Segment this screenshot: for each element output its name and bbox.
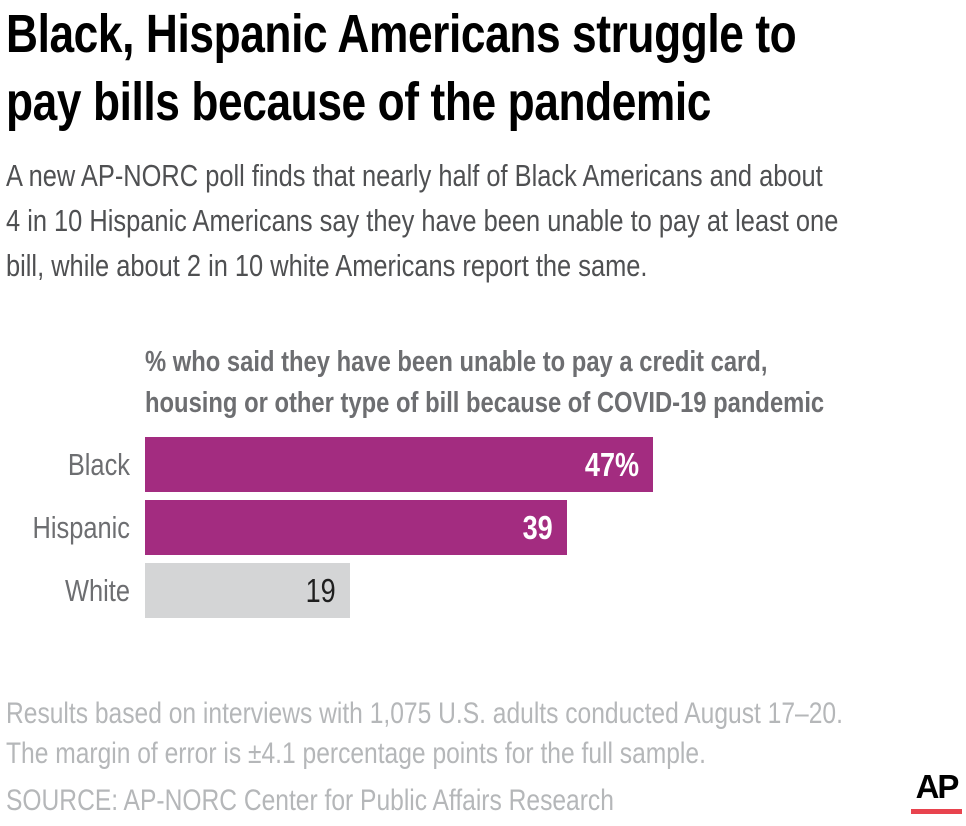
source-line: SOURCE: AP-NORC Center for Public Affair… [6,784,614,817]
chart-title-line: % who said they have been unable to pay … [145,346,768,378]
bar-category-label: Black [67,447,130,482]
intro-line: A new AP-NORC poll finds that nearly hal… [6,158,823,193]
bar-value-label: 19 [305,572,336,609]
bar: 47% [145,437,653,492]
chart-title: % who said they have been unable to pay … [145,342,824,424]
bar-row: Hispanic 39 [0,500,966,555]
bar-value-label: 39 [522,509,553,546]
page-title-line: Black, Hispanic Americans struggle to [6,4,797,64]
bar-row: White 19 [0,563,966,618]
bar-category-label: White [65,573,130,608]
ap-logo-underline-bar [911,809,962,814]
bar: 19 [145,563,350,618]
page-title-line: pay bills because of the pandemic [6,72,712,132]
intro-line: bill, while about 2 in 10 white American… [6,248,648,283]
bar-value-label: 47% [584,446,639,483]
ap-logo-text: AP [915,768,960,805]
footnote: Results based on interviews with 1,075 U… [6,694,843,774]
intro-paragraph: A new AP-NORC poll finds that nearly hal… [6,153,838,288]
ap-logo: AP [911,770,962,814]
bar: 39 [145,500,567,555]
bar-row: Black 47% [0,437,966,492]
chart-title-line: housing or other type of bill because of… [145,387,825,419]
footnote-line: Results based on interviews with 1,075 U… [6,697,843,730]
bar-chart: Black 47% Hispanic 39 White 19 [0,437,966,626]
bar-category-label: Hispanic [32,510,130,545]
page-title: Black, Hispanic Americans struggle to pa… [6,0,797,136]
footnote-line: The margin of error is ±4.1 percentage p… [6,737,706,770]
intro-line: 4 in 10 Hispanic Americans say they have… [6,203,839,238]
